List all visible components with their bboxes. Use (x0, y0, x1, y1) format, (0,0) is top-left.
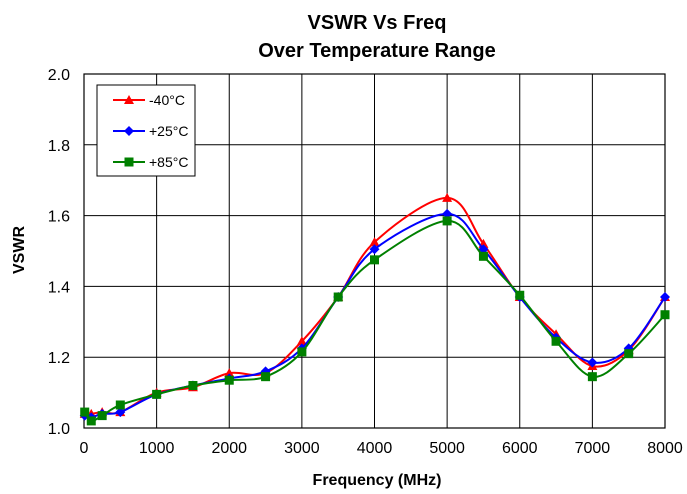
chart-title-line-1: VSWR Vs Freq (308, 12, 447, 34)
data-point (370, 255, 379, 265)
data-point (442, 216, 452, 226)
chart-title-line-2: Over Temperature Range (258, 40, 496, 62)
plot-area-border (83, 73, 666, 429)
y-tick-label: 1.4 (48, 279, 70, 296)
data-point (587, 372, 597, 382)
series-group (80, 216, 670, 426)
data-point (369, 244, 380, 255)
y-tick-label: 1.8 (48, 138, 70, 155)
y-tick-label: 2.0 (48, 67, 70, 84)
data-point (224, 375, 234, 385)
series-layer (79, 192, 670, 426)
data-point (369, 237, 380, 247)
data-point (587, 357, 598, 368)
legend-label: -40°C (149, 92, 185, 108)
x-axis-label: Frequency (MHz) (313, 472, 442, 489)
legend-label: +85°C (149, 154, 188, 170)
y-tick-label: 1.6 (48, 209, 70, 226)
data-point (152, 389, 162, 399)
x-tick-label: 2000 (211, 440, 247, 457)
data-point (224, 368, 235, 378)
data-point (660, 292, 670, 303)
x-tick-label: 5000 (429, 440, 465, 457)
y-tick-label: 1.2 (48, 350, 70, 367)
x-tick-label: 3000 (284, 440, 320, 457)
data-point (515, 290, 525, 300)
grid (83, 73, 666, 429)
legend-swatch-marker (124, 95, 134, 104)
data-point (97, 411, 107, 421)
data-point (297, 347, 307, 357)
data-point (188, 381, 198, 391)
data-point (80, 407, 90, 417)
y-axis-label: VSWR (11, 226, 28, 274)
tick-labels: 0 1000 2000 3000 4000 5000 6000 7000 8000 1.0 1.2 1… (48, 67, 683, 457)
x-tick-label: 4000 (357, 440, 393, 457)
data-point (624, 349, 634, 359)
x-tick-label: 6000 (502, 440, 538, 457)
legend-label: +25°C (149, 123, 188, 139)
data-point (296, 336, 307, 346)
legend: -40°C +25°C +85°C (96, 84, 196, 177)
data-point (115, 400, 125, 410)
y-tick-label: 1.0 (48, 421, 70, 438)
data-point (333, 292, 343, 302)
data-point (478, 251, 488, 261)
data-point (478, 244, 489, 255)
data-point (551, 336, 561, 346)
data-point (660, 310, 670, 320)
data-point (442, 208, 453, 219)
x-tick-label: 8000 (647, 440, 683, 457)
legend-swatch-marker (124, 157, 134, 167)
x-tick-label: 0 (80, 440, 89, 457)
x-tick-label: 1000 (139, 440, 175, 457)
data-point (115, 407, 126, 418)
data-point (261, 372, 271, 382)
x-tick-label: 7000 (575, 440, 611, 457)
data-point (442, 192, 453, 202)
legend-swatch-marker (124, 126, 134, 136)
data-point (86, 416, 96, 426)
